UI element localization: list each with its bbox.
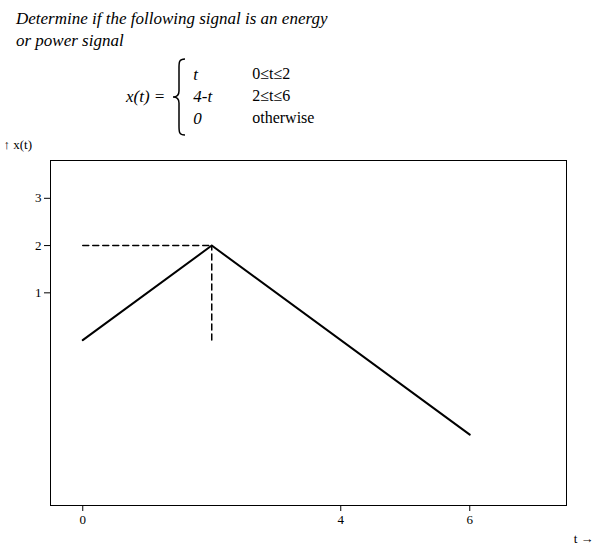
svg-text:0: 0 bbox=[80, 512, 87, 527]
html-text:otherwise: otherwise bbox=[252, 109, 315, 126]
html-text:0≤t≤2: 0≤t≤2 bbox=[252, 65, 291, 82]
svg-text:3: 3 bbox=[35, 190, 42, 205]
svg-text:↑ x(t): ↑ x(t) bbox=[4, 137, 33, 152]
html-text:0: 0 bbox=[193, 109, 202, 128]
html-text:4-t: 4-t bbox=[193, 87, 213, 106]
svg-text:1: 1 bbox=[35, 285, 42, 300]
html-text:x(t) =: x(t) = bbox=[126, 87, 166, 106]
html-text:t: t bbox=[193, 65, 198, 84]
svg-text:4: 4 bbox=[338, 512, 345, 527]
svg-text:t →: t → bbox=[574, 531, 594, 546]
html-text:2≤t≤6: 2≤t≤6 bbox=[252, 87, 291, 104]
html-text:Determine if the following sig: Determine if the following signal is an … bbox=[16, 9, 328, 28]
html-text:or power signal: or power signal bbox=[16, 31, 124, 50]
svg-text:2: 2 bbox=[35, 238, 42, 253]
svg-text:6: 6 bbox=[467, 512, 474, 527]
